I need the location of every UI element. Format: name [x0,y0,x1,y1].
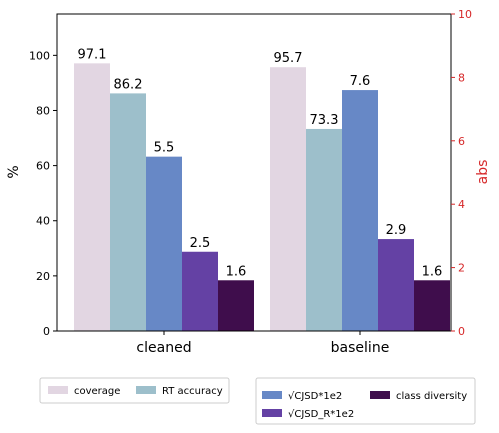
bars-group [74,63,450,332]
bar-baseline-3 [378,239,414,331]
left-tick-label-20: 20 [36,270,50,283]
value-label-baseline-3: 2.9 [386,223,407,238]
legend-primary-frame [39,377,230,404]
left-tick-label-0: 0 [43,325,50,338]
value-label-cleaned-4: 1.6 [226,264,247,279]
value-label-cleaned-3: 2.5 [190,236,211,251]
right-tick-label-6: 6 [458,135,465,148]
left-tick-label-60: 60 [36,160,50,173]
bar-cleaned-2 [146,156,182,331]
value-labels-group: 97.1 86.2 5.5 2.5 1.6 95.7 73.3 7.6 2.9 1.6 [78,47,443,279]
value-label-baseline-4: 1.6 [422,264,443,279]
right-tick-label-8: 8 [458,71,465,84]
left-tick-label-100: 100 [29,49,50,62]
legend-label-cjsd-r: √CJSD_R*1e2 [288,409,354,420]
bar-baseline-0 [270,67,306,331]
right-tick-label-10: 10 [458,8,472,21]
bar-baseline-2 [342,90,378,331]
legend-label-rt-accuracy: RT accuracy [162,386,223,397]
value-label-baseline-2: 7.6 [350,74,371,89]
value-label-cleaned-1: 86.2 [114,77,143,92]
left-axis: 0 20 40 60 80 100 [29,49,57,338]
legend-label-coverage: coverage [74,386,120,397]
right-axis: 0 2 4 6 8 10 [450,8,472,338]
legend-swatch-cjsd [262,391,282,399]
legend-label-cjsd: √CJSD*1e2 [288,391,342,402]
bar-baseline-4 [414,280,450,331]
bar-cleaned-4 [218,280,254,331]
bar-cleaned-1 [110,93,146,332]
legend-swatch-rt-accuracy [136,386,156,394]
right-tick-label-2: 2 [458,262,465,275]
legend-swatch-cjsd-r [262,409,282,417]
left-axis-label: % [6,165,22,178]
bar-cleaned-3 [182,251,218,331]
bar-baseline-1 [306,128,342,331]
right-axis-label: abs [475,160,491,185]
legend-swatch-coverage [48,386,68,394]
legend-secondary: √CJSD*1e2 class diversity √CJSD_R*1e2 [255,377,476,425]
x-tick-label-baseline: baseline [331,340,390,356]
legend-secondary-frame [255,377,476,425]
legend-primary: coverage RT accuracy [39,377,230,404]
legend-swatch-class-diversity [370,391,390,399]
left-tick-label-80: 80 [36,104,50,117]
right-tick-label-4: 4 [458,198,465,211]
x-axis: cleaned baseline [136,331,389,356]
value-label-baseline-0: 95.7 [274,51,303,66]
value-label-baseline-1: 73.3 [310,113,339,128]
value-label-cleaned-2: 5.5 [154,141,175,156]
bar-cleaned-0 [74,63,110,332]
left-tick-label-40: 40 [36,215,50,228]
x-tick-label-cleaned: cleaned [136,340,191,356]
value-label-cleaned-0: 97.1 [78,47,107,62]
legend-label-class-diversity: class diversity [396,391,467,402]
right-tick-label-0: 0 [458,325,465,338]
